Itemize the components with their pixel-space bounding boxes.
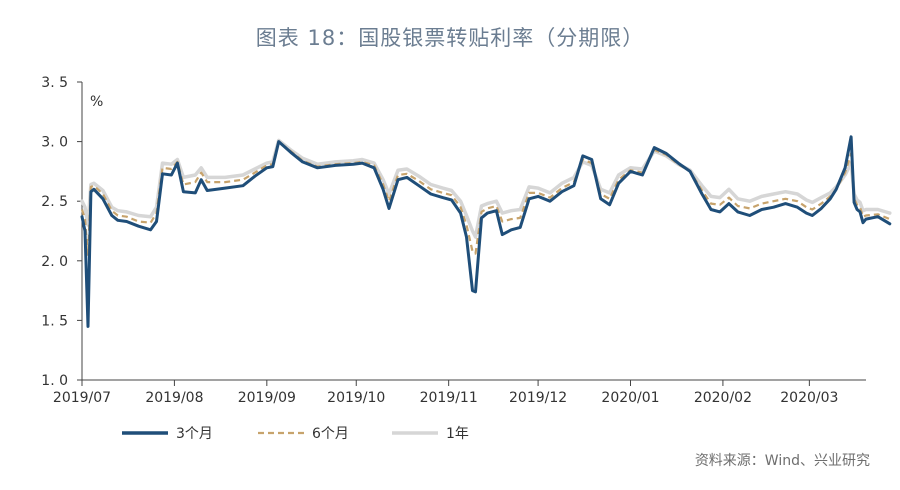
y-unit-label: % <box>90 94 103 110</box>
y-tick-label: 3. 5 <box>41 75 68 91</box>
legend-label-2: 1年 <box>446 426 469 442</box>
x-tick-label: 2019/07 <box>53 390 111 406</box>
x-tick-label: 2020/02 <box>694 390 752 406</box>
x-tick-label: 2019/10 <box>327 390 385 406</box>
x-tick-label: 2019/09 <box>238 390 296 406</box>
y-tick-label: 1. 0 <box>41 373 68 389</box>
legend-label-0: 3个月 <box>176 426 213 442</box>
y-tick-label: 1. 5 <box>41 313 68 329</box>
x-tick-label: 2019/08 <box>145 390 203 406</box>
y-tick-label: 2. 5 <box>41 194 68 210</box>
legend: 3个月 6个月 1年 <box>122 426 469 442</box>
series-line-2 <box>80 138 892 239</box>
series-line-0 <box>80 135 892 328</box>
y-axis: 1. 0 1. 5 2. 0 2. 5 3. 0 3. 5 <box>41 75 83 389</box>
x-axis: 2019/07 2019/08 2019/09 2019/10 2019/11 2019/… <box>53 379 866 406</box>
source-note: 资料来源：Wind、兴业研究 <box>694 453 870 469</box>
y-tick-label: 2. 0 <box>41 254 68 270</box>
x-tick-label: 2020/01 <box>601 390 659 406</box>
x-tick-label: 2019/11 <box>420 390 478 406</box>
x-tick-label: 2020/03 <box>780 390 838 406</box>
series-layer <box>80 135 892 328</box>
chart-title: 图表 18：国股银票转贴利率（分期限） <box>255 26 645 50</box>
y-tick-label: 3. 0 <box>41 135 68 151</box>
legend-label-1: 6个月 <box>312 426 349 442</box>
series-line-1 <box>80 140 891 256</box>
x-tick-label: 2019/12 <box>509 390 567 406</box>
